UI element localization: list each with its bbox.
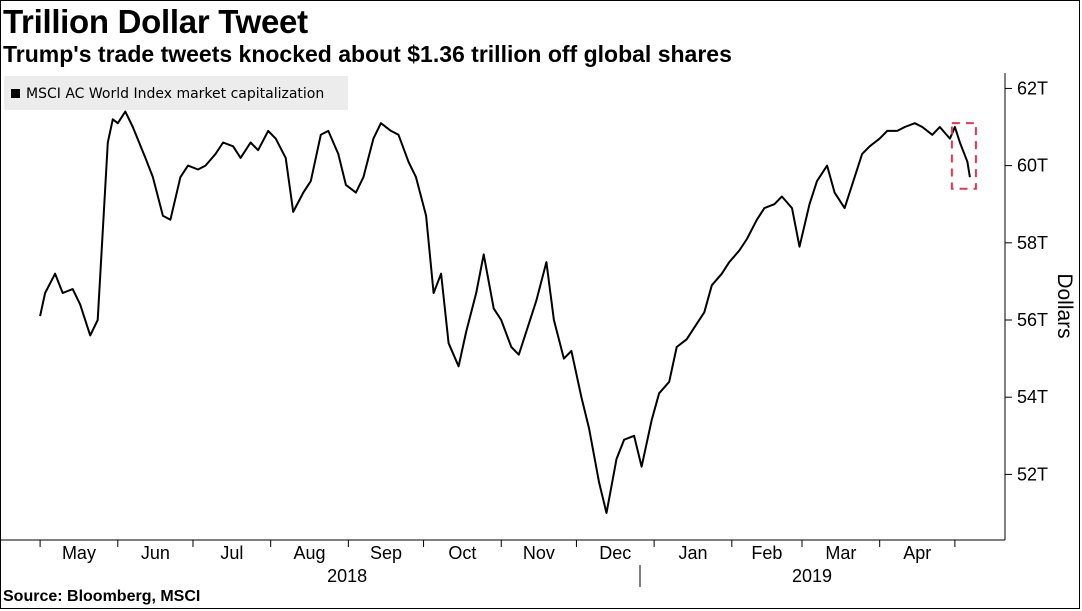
legend: MSCI AC World Index market capitalizatio… (4, 76, 348, 110)
legend-entry: MSCI AC World Index market capitalizatio… (26, 86, 324, 102)
y-axis-label: Dollars (1053, 273, 1076, 338)
x-tick-label: May (62, 543, 96, 563)
x-tick-label: Oct (448, 543, 476, 563)
x-tick-label: Nov (523, 543, 555, 563)
axes (0, 73, 1006, 587)
x-tick-label: Feb (751, 543, 782, 563)
y-tick-label: 60T (1017, 156, 1048, 176)
x-tick-label: Jul (220, 543, 243, 563)
legend-background (4, 76, 348, 110)
x-tick-label: Mar (825, 543, 856, 563)
y-tick-label: 56T (1017, 310, 1048, 330)
y-tick-label: 62T (1017, 78, 1048, 98)
y-tick-label: 52T (1017, 464, 1048, 484)
x-ticks: May Jun Jul Aug Sep Oct Nov Dec Jan Feb Mar Apr (39, 540, 956, 563)
chart-subtitle: Trump's trade tweets knocked about $1.36… (3, 41, 732, 67)
x-tick-label: Jun (141, 543, 170, 563)
x-tick-label: Sep (370, 543, 402, 563)
y-ticks: 52T 54T 56T 58T 60T 62T (1005, 78, 1048, 484)
series-line (39, 110, 971, 514)
legend-swatch (11, 89, 20, 98)
y-tick-label: 58T (1017, 233, 1048, 253)
y-tick-label: 54T (1017, 387, 1048, 407)
x-year-label: 2018 (327, 566, 367, 586)
chart-title: Trillion Dollar Tweet (3, 3, 308, 40)
x-tick-label: Dec (599, 543, 631, 563)
year-labels: 2018 2019 (327, 566, 832, 586)
source-note: Source: Bloomberg, MSCI (3, 588, 201, 605)
x-year-label: 2019 (792, 566, 832, 586)
x-tick-label: Aug (294, 543, 326, 563)
x-tick-label: Jan (678, 543, 707, 563)
x-tick-label: Apr (903, 543, 931, 563)
annotation-highlight-box (950, 122, 977, 190)
